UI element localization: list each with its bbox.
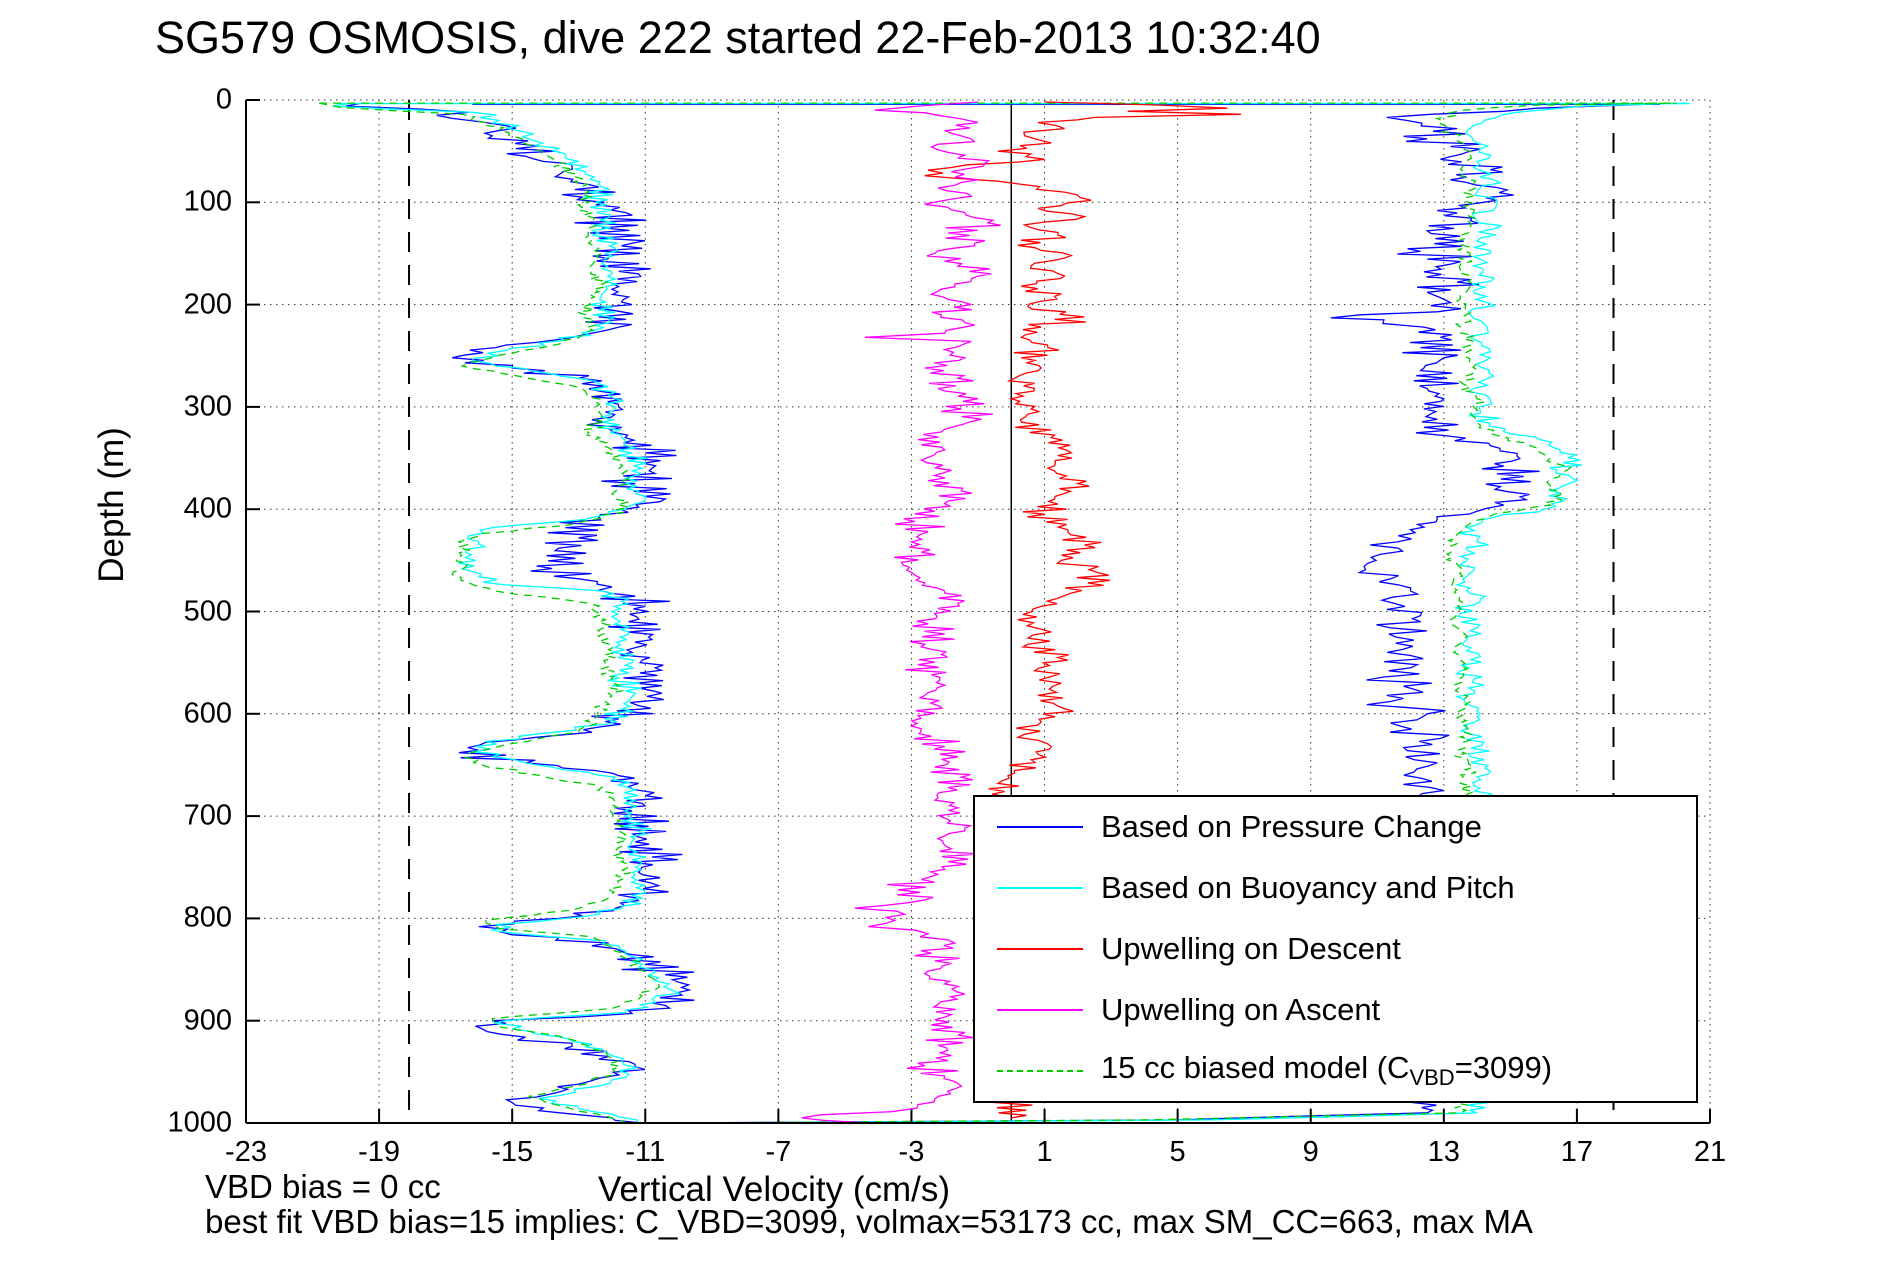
legend-label: Upwelling on Ascent	[1101, 991, 1381, 1027]
x-tick-label: -7	[765, 1136, 792, 1168]
legend-label: Based on Buoyancy and Pitch	[1101, 870, 1515, 906]
y-tick-label: 300	[183, 390, 232, 423]
y-tick-label: 400	[183, 492, 232, 525]
annotation-best-fit: best fit VBD bias=15 implies: C_VBD=3099…	[205, 1203, 1533, 1240]
y-tick-label: 100	[183, 185, 232, 218]
legend-item-2: Upwelling on Descent	[975, 920, 1696, 978]
y-tick-label: 200	[183, 288, 232, 321]
series-line-0	[345, 102, 695, 1123]
x-tick-label: -15	[491, 1136, 534, 1168]
legend-label: 15 cc biased model (CVBD=3099)	[1101, 1049, 1553, 1091]
legend-item-1: Based on Buoyancy and Pitch	[975, 859, 1696, 917]
x-tick-label: -19	[358, 1136, 401, 1168]
series-line-2	[319, 102, 661, 1123]
series-line-1	[332, 102, 682, 1123]
x-tick-label: -11	[625, 1136, 666, 1168]
legend-item-3: Upwelling on Ascent	[975, 981, 1696, 1039]
y-tick-label: 700	[183, 799, 232, 832]
y-tick-label: 600	[183, 697, 232, 730]
legend-line-sample	[997, 1069, 1083, 1072]
x-tick-label: -23	[225, 1136, 267, 1168]
y-tick-label: 500	[183, 595, 232, 627]
legend-line-sample	[997, 1008, 1083, 1011]
x-axis-label: Vertical Velocity (cm/s)	[598, 1170, 951, 1209]
x-tick-label: 21	[1693, 1136, 1727, 1168]
x-tick-label: 5	[1169, 1136, 1186, 1168]
y-tick-label: 900	[183, 1004, 232, 1037]
y-tick-label: 800	[183, 901, 232, 934]
x-tick-label: 1	[1036, 1136, 1053, 1168]
series-line-4	[801, 101, 1001, 1123]
legend-line-sample	[997, 947, 1083, 950]
x-tick-label: -3	[898, 1136, 925, 1168]
legend-item-0: Based on Pressure Change	[975, 798, 1696, 856]
legend-item-4: 15 cc biased model (CVBD=3099)	[975, 1042, 1696, 1100]
x-tick-label: 17	[1560, 1136, 1594, 1168]
x-tick-label: 13	[1427, 1136, 1460, 1168]
legend-label: Upwelling on Descent	[1101, 930, 1401, 966]
annotation-vbd-bias: VBD bias = 0 cc	[205, 1168, 441, 1205]
legend-label: Based on Pressure Change	[1101, 809, 1482, 845]
chart-title: SG579 OSMOSIS, dive 222 started 22-Feb-2…	[155, 12, 1321, 63]
legend-box: Based on Pressure Change Based on Buoyanc…	[973, 795, 1698, 1103]
x-tick-label: 9	[1302, 1136, 1319, 1168]
y-tick-label: 1000	[167, 1106, 232, 1139]
y-tick-label: 0	[215, 83, 232, 116]
legend-line-sample	[997, 887, 1083, 890]
legend-line-sample	[997, 826, 1083, 829]
